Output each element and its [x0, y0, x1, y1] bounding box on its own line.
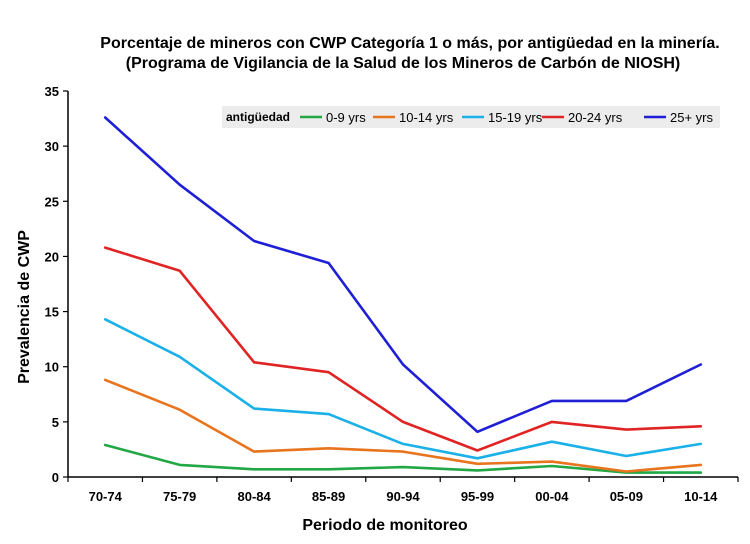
y-axis-ticks: 0 5 10 15 20 25 30 35 [45, 84, 68, 485]
x-tick-label: 80-84 [237, 489, 271, 504]
chart-title: Porcentaje de mineros con CWP Categoría … [100, 35, 719, 52]
x-tick-label: 05-09 [610, 489, 643, 504]
x-tick-label: 90-94 [386, 489, 420, 504]
y-tick-label: 30 [45, 139, 59, 154]
legend: antigüedad 0-9 yrs 10-14 yrs 15-19 yrs 20-2… [222, 106, 720, 128]
y-axis-title: Prevalencia de CWP [16, 230, 33, 384]
x-axis-ticks: 70-74 75-79 80-84 85-89 90-94 95-99 00-04 05-09… [67, 477, 739, 504]
x-tick-label: 85-89 [312, 489, 345, 504]
legend-label: 15-19 yrs [488, 110, 543, 125]
y-tick-label: 20 [45, 249, 59, 264]
series-line-15-19-yrs [103, 317, 703, 460]
legend-label: 25+ yrs [670, 110, 713, 125]
y-tick-label: 5 [52, 415, 59, 430]
legend-title: antigüedad [226, 110, 290, 124]
y-tick-label: 0 [52, 470, 59, 485]
x-tick-label: 70-74 [89, 489, 123, 504]
chart-subtitle: (Programa de Vigilancia de la Salud de l… [126, 55, 681, 72]
y-tick-label: 25 [45, 194, 59, 209]
series-line-10-14-yrs [103, 378, 703, 473]
x-tick-label: 00-04 [535, 489, 569, 504]
series-line-25plus-yrs [103, 116, 703, 434]
x-tick-label: 95-99 [461, 489, 494, 504]
series-line-20-24-yrs [103, 246, 703, 452]
y-tick-label: 10 [45, 360, 59, 375]
x-tick-label: 10-14 [684, 489, 718, 504]
y-tick-label: 35 [45, 84, 59, 99]
y-tick-label: 15 [45, 305, 59, 320]
legend-label: 0-9 yrs [326, 110, 366, 125]
legend-label: 20-24 yrs [568, 110, 623, 125]
x-tick-label: 75-79 [163, 489, 196, 504]
x-axis-title: Periodo de monitoreo [302, 517, 468, 534]
legend-label: 10-14 yrs [399, 110, 454, 125]
series-line-0-9-yrs [103, 443, 703, 474]
series-lines [103, 116, 703, 474]
